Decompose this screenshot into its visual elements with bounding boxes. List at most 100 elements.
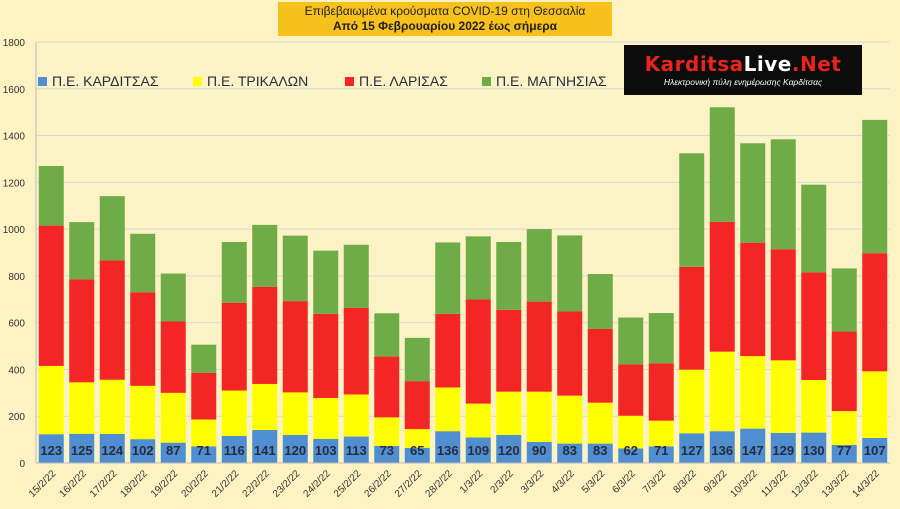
bar-data-label: 107 bbox=[864, 443, 886, 458]
x-tick-label: 6/3/22 bbox=[610, 468, 638, 496]
bar-segment bbox=[69, 279, 95, 383]
chart-title: Επιβεβαιωμένα κρούσματα COVID-19 στη Θεσ… bbox=[278, 2, 612, 36]
x-axis: 15/2/22 16/2/22 17/2/22 18/2/22 19/2/22 20/2/… bbox=[27, 462, 890, 500]
bar-data-label: 120 bbox=[284, 443, 306, 458]
bar-segment bbox=[374, 417, 400, 446]
bar-segment bbox=[740, 428, 766, 463]
bar-segment bbox=[435, 387, 461, 432]
bar-segment bbox=[496, 391, 522, 435]
bar-segment bbox=[831, 411, 857, 445]
x-tick-label: 14/3/22 bbox=[850, 468, 882, 500]
bar-segment bbox=[526, 229, 552, 302]
x-tick-label: 16/2/22 bbox=[57, 468, 89, 500]
bar-data-label: 87 bbox=[166, 443, 180, 458]
x-tick-label: 21/2/22 bbox=[210, 468, 242, 500]
bar-segment bbox=[709, 221, 735, 352]
bar-segment bbox=[709, 431, 735, 463]
bar-data-label: 141 bbox=[254, 443, 276, 458]
x-tick-label: 4/3/22 bbox=[549, 468, 577, 496]
bar-segment bbox=[831, 444, 857, 463]
y-tick-label: 1200 bbox=[3, 178, 26, 189]
bar-data-label: 147 bbox=[742, 443, 764, 458]
x-tick-label: 25/2/22 bbox=[332, 468, 364, 500]
bar-data-label: 125 bbox=[71, 443, 93, 458]
x-tick-label: 10/3/22 bbox=[728, 468, 760, 500]
bar-segment bbox=[435, 242, 461, 314]
bar-segment bbox=[465, 299, 491, 404]
bar-segment bbox=[313, 397, 339, 439]
bar-data-label: 116 bbox=[224, 443, 245, 458]
y-tick-label: 1400 bbox=[3, 132, 26, 143]
bar-segment bbox=[740, 143, 766, 243]
bar-segment bbox=[770, 139, 796, 250]
bar-data-label: 127 bbox=[681, 443, 703, 458]
bar-segment bbox=[618, 317, 644, 365]
legend-swatch bbox=[482, 77, 491, 86]
legend-label: Π.Ε. ΜΑΓΝΗΣΙΑΣ bbox=[496, 73, 607, 89]
legend-swatch bbox=[345, 77, 354, 86]
x-tick-label: 17/2/22 bbox=[88, 468, 120, 500]
bar-segment bbox=[618, 364, 644, 416]
bar-segment bbox=[191, 372, 217, 420]
bar-segment bbox=[404, 429, 430, 448]
bar-segment bbox=[831, 268, 857, 332]
bar-data-label: 83 bbox=[593, 443, 607, 458]
bar-data-label: 136 bbox=[437, 443, 459, 458]
chart-title-line1: Επιβεβαιωμένα κρούσματα COVID-19 στη Θεσ… bbox=[304, 4, 586, 18]
bar-segment bbox=[252, 383, 278, 431]
x-tick-label: 1/3/22 bbox=[458, 468, 486, 496]
bar-segment bbox=[435, 431, 461, 463]
bars bbox=[38, 107, 888, 463]
bar-segment bbox=[526, 441, 552, 463]
x-tick-label: 26/2/22 bbox=[362, 468, 394, 500]
bar-segment bbox=[252, 430, 278, 463]
y-tick-label: 1600 bbox=[3, 85, 26, 96]
bar-segment bbox=[404, 447, 430, 463]
bar-data-label: 136 bbox=[711, 443, 733, 458]
bar-data-label: 109 bbox=[467, 443, 489, 458]
bar-segment bbox=[38, 365, 64, 435]
bar-segment bbox=[38, 165, 64, 226]
bar-segment bbox=[496, 309, 522, 392]
bar-segment bbox=[374, 356, 400, 418]
bar-segment bbox=[709, 107, 735, 222]
x-tick-label: 7/3/22 bbox=[641, 468, 669, 496]
x-tick-label: 22/2/22 bbox=[240, 468, 272, 500]
y-axis: 0 200 400 600 800 1000 1200 1400 1600 1800 bbox=[3, 38, 37, 470]
x-tick-label: 18/2/22 bbox=[118, 468, 150, 500]
bar-segment bbox=[130, 439, 156, 463]
x-tick-label: 24/2/22 bbox=[301, 468, 333, 500]
bar-segment bbox=[648, 313, 674, 364]
y-tick-label: 800 bbox=[8, 272, 25, 283]
x-tick-label: 23/2/22 bbox=[271, 468, 303, 500]
bar-segment bbox=[343, 307, 369, 395]
bar-segment bbox=[862, 253, 888, 372]
bar-segment bbox=[648, 446, 674, 463]
x-tick-label: 28/2/22 bbox=[423, 468, 455, 500]
y-tick-label: 0 bbox=[19, 459, 25, 470]
x-tick-label: 20/2/22 bbox=[179, 468, 211, 500]
bar-segment bbox=[99, 260, 125, 380]
x-tick-label: 9/3/22 bbox=[702, 468, 730, 496]
bar-segment bbox=[801, 272, 827, 380]
bar-data-label: 103 bbox=[315, 443, 337, 458]
bar-segment bbox=[465, 403, 491, 438]
bar-segment bbox=[221, 302, 247, 391]
karditsalive-logo[interactable]: KarditsaLive.Net Ηλεκτρονική πύλη ενημέρ… bbox=[624, 45, 862, 95]
bar-segment bbox=[618, 415, 644, 449]
bar-segment bbox=[496, 434, 522, 463]
bar-segment bbox=[130, 233, 156, 293]
x-tick-label: 13/3/22 bbox=[820, 468, 852, 500]
bar-segment bbox=[343, 394, 369, 437]
bar-data-label: 130 bbox=[803, 443, 825, 458]
bar-segment bbox=[221, 241, 247, 303]
bar-segment bbox=[526, 391, 552, 442]
bar-segment bbox=[770, 432, 796, 463]
bar-segment bbox=[557, 235, 583, 312]
bar-segment bbox=[374, 313, 400, 357]
legend-swatch bbox=[38, 77, 47, 86]
bar-data-label: 83 bbox=[563, 443, 577, 458]
bar-segment bbox=[374, 445, 400, 463]
bar-segment bbox=[679, 369, 705, 434]
